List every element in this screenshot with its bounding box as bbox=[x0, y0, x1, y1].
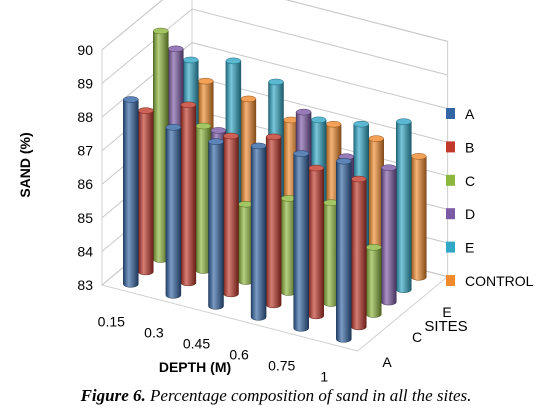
bar-b-1 bbox=[351, 175, 367, 331]
legend: A B C D E CONTROL bbox=[446, 106, 534, 289]
legend-swatch bbox=[446, 141, 455, 153]
legend-item: A bbox=[446, 106, 475, 122]
y-tick-label: 86 bbox=[77, 176, 93, 192]
legend-swatch bbox=[446, 174, 455, 186]
legend-label: B bbox=[465, 139, 474, 155]
figure-caption-text: Percentage composition of sand in all th… bbox=[145, 386, 472, 405]
bar-a-0.6 bbox=[250, 142, 267, 321]
axes: 83 84 85 86 87 88 89 90 0.15 0.3 0.45 0.6 0.75 1 A C E DE… bbox=[17, 42, 468, 385]
x-tick-label: 0.45 bbox=[183, 336, 210, 352]
legend-item: E bbox=[446, 240, 474, 256]
bar-e-1 bbox=[396, 118, 412, 293]
legend-label: A bbox=[465, 106, 475, 122]
bar-c-1 bbox=[366, 244, 382, 318]
y-tick-label: 83 bbox=[77, 277, 93, 293]
legend-label: CONTROL bbox=[465, 273, 534, 289]
legend-item: CONTROL bbox=[446, 273, 534, 289]
x-axis-title: DEPTH (M) bbox=[159, 359, 231, 375]
depth-axis-title: SITES bbox=[424, 318, 467, 335]
legend-swatch bbox=[446, 241, 455, 253]
legend-swatch bbox=[446, 208, 455, 220]
bar-control-1 bbox=[411, 153, 427, 281]
legend-item: D bbox=[446, 206, 475, 222]
bars bbox=[123, 27, 427, 343]
x-tick-label: 0.75 bbox=[268, 358, 295, 374]
legend-swatch bbox=[446, 108, 455, 119]
legend-label: E bbox=[465, 240, 474, 256]
figure-caption: Figure 6. Percentage composition of sand… bbox=[0, 386, 552, 406]
bar-d-1 bbox=[381, 164, 397, 306]
y-tick-label: 87 bbox=[77, 143, 93, 159]
gridline bbox=[101, 0, 448, 51]
bar-c-0.6 bbox=[280, 195, 297, 296]
gridline bbox=[101, 8, 448, 84]
x-tick-label: 1 bbox=[320, 369, 328, 385]
x-tick-label: 0.3 bbox=[144, 325, 164, 341]
bar-b-0.15 bbox=[138, 107, 154, 276]
legend-label: C bbox=[465, 173, 475, 189]
gridline bbox=[101, 42, 448, 118]
legend-item: C bbox=[446, 173, 475, 189]
y-tick-label: 85 bbox=[77, 210, 93, 226]
bar-b-0.3 bbox=[180, 101, 197, 287]
bar-a-0.15 bbox=[123, 96, 139, 288]
y-tick-label: 89 bbox=[77, 75, 93, 91]
sand-composition-chart: 83848586878889900.150.30.450.60.751ACEDE… bbox=[17, 0, 534, 385]
legend-swatch bbox=[446, 275, 455, 286]
y-tick-label: 90 bbox=[77, 42, 93, 58]
depth-tick-label: C bbox=[412, 329, 422, 345]
bar-b-0.45 bbox=[223, 132, 239, 298]
y-tick-label: 84 bbox=[77, 243, 93, 259]
depth-tick-label: A bbox=[382, 354, 392, 370]
figure-caption-label: Figure 6. bbox=[80, 386, 146, 405]
bar-a-0.45 bbox=[208, 138, 224, 310]
bar-b-0.6 bbox=[265, 133, 282, 309]
y-axis-title: SAND (%) bbox=[17, 132, 33, 197]
legend-label: D bbox=[465, 206, 475, 222]
x-tick-label: 0.6 bbox=[229, 347, 249, 363]
bar-b-0.75 bbox=[308, 164, 324, 320]
x-tick-label: 0.15 bbox=[98, 314, 125, 330]
bar-a-0.75 bbox=[293, 150, 309, 332]
legend-item: B bbox=[446, 139, 474, 155]
depth-tick-label: E bbox=[442, 304, 451, 320]
bar-a-1 bbox=[336, 157, 352, 343]
bar-a-0.3 bbox=[165, 124, 182, 299]
y-tick-label: 88 bbox=[77, 109, 93, 125]
